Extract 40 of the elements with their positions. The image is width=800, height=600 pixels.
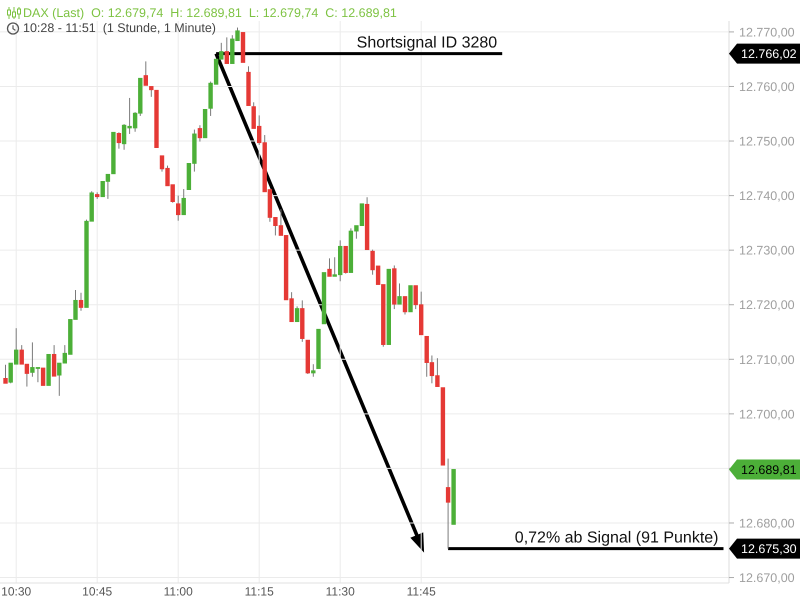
y-tick-label: 12.720,00 [739,298,795,312]
legend-label: 0,72% ab Signal (91 Punkte) [514,530,718,547]
y-tick-label: 12.770,00 [739,25,795,40]
candlestick [397,282,402,305]
candlestick [294,306,300,322]
y-tick-label: 12.750,00 [739,134,795,149]
candlestick [52,344,56,377]
candlestick [182,188,186,216]
text: 12.689,81 [741,462,797,477]
candlestick [176,195,180,222]
series-label: Shortsignal ID 3280 [356,34,498,52]
candlestick [446,458,450,550]
candlestick [144,60,148,86]
y-tick-label: 12.680,00 [739,516,795,530]
candlestick [224,36,229,64]
candlestick [40,368,46,386]
candlestick [311,364,316,378]
x-tick-label: 11:15 [244,584,274,599]
y-tick-label: 12.710,00 [739,352,795,367]
y-tick-label: 12.740,00 [739,189,795,204]
y-tick-label: 12.760,00 [739,80,795,94]
candlestick [198,124,202,142]
x-tick-label: 11:30 [326,584,356,599]
x-tick-label: 11:45 [406,584,436,599]
candlestick [327,258,332,277]
x-tick-label: 10:30 [1,584,32,599]
y-tick-label: 12.670,00 [739,571,795,586]
candlestick [149,86,154,98]
candlestick [3,364,8,384]
candlestick [402,296,408,316]
x-tick-label: 11:00 [164,584,194,599]
candlestick [116,132,122,150]
y-tick-label: 12.700,00 [739,407,795,422]
y-tick-label: 12.730,00 [739,244,795,258]
x-tick-label: 10:45 [82,584,113,599]
chart-subtitle: 10:28 - 11:51 (1 Stunde, 1 Minute) [23,21,216,36]
candlestick [78,292,84,312]
chart-title: DAX (Last) O: 12.679,74 H: 12.689,81 L: 12.679,74 C: 12.689,81 [23,6,397,20]
data-label: 12.675,30 [741,542,797,556]
y-tick-label: 12.766,02 [741,47,797,62]
